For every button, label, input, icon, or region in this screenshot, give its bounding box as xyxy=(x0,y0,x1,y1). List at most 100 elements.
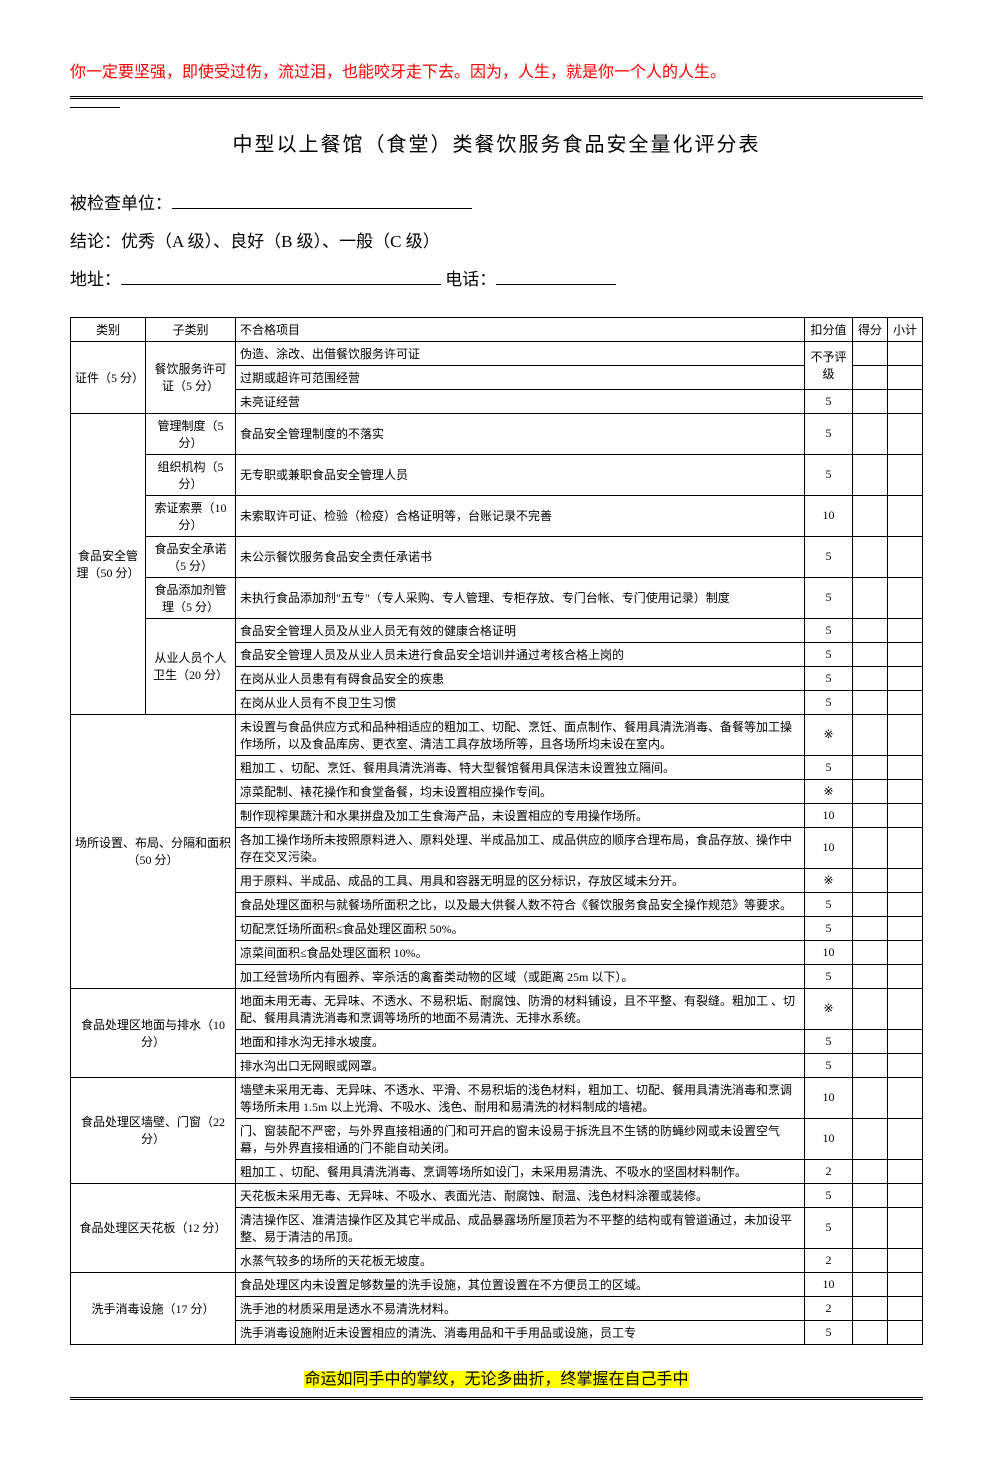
header-subcategory: 子类别 xyxy=(146,317,236,341)
subtotal-cell xyxy=(888,495,923,536)
subtotal-cell xyxy=(888,389,923,413)
score-cell xyxy=(853,666,888,690)
cat7-r1-penalty: 10 xyxy=(805,1272,853,1296)
cat3-r4-penalty: 10 xyxy=(805,803,853,827)
cat2-sub4-penalty: 5 xyxy=(805,536,853,577)
cat2-sub3-name: 索证索票（10 分） xyxy=(146,495,236,536)
cat5-name: 食品处理区墙壁、门窗（22 分） xyxy=(71,1077,236,1183)
score-cell xyxy=(853,1272,888,1296)
cat1-r3-item: 未亮证经营 xyxy=(236,389,805,413)
table-row: 食品安全承诺（5 分） 未公示餐饮服务食品安全责任承诺书 5 xyxy=(71,536,923,577)
subtotal-cell xyxy=(888,1296,923,1320)
cat3-r5-penalty: 10 xyxy=(805,827,853,868)
cat2-sub6-name: 从业人员个人卫生（20 分） xyxy=(146,618,236,714)
cat5-r2-item: 门、窗装配不严密，与外界直接相通的门和可开启的窗未设易于拆洗且不生锈的防蝇纱网或… xyxy=(236,1118,805,1159)
cat3-name: 场所设置、布局、分隔和面积（50 分） xyxy=(71,714,236,988)
score-cell xyxy=(853,642,888,666)
phone-value xyxy=(496,268,616,285)
unit-value xyxy=(172,192,472,209)
score-cell xyxy=(853,988,888,1029)
subtotal-cell xyxy=(888,1029,923,1053)
header-quote: 你一定要坚强，即使受过伤，流过泪，也能咬牙走下去。因为，人生，就是你一个人的人生… xyxy=(70,60,923,86)
cat6-r1-penalty: 5 xyxy=(805,1183,853,1207)
score-cell xyxy=(853,690,888,714)
cat2-sub6-r2-penalty: 5 xyxy=(805,642,853,666)
subtotal-cell xyxy=(888,454,923,495)
score-cell xyxy=(853,454,888,495)
cat3-r2-item: 粗加工 、切配、烹饪、餐用具清洗消毒、特大型餐馆餐用具保洁未设置独立隔间。 xyxy=(236,755,805,779)
score-cell xyxy=(853,536,888,577)
table-row: 证件（5 分） 餐饮服务许可证（5 分） 伪造、涂改、出借餐饮服务许可证 不予评… xyxy=(71,341,923,365)
cat3-r10-item: 加工经营场所内有圈养、宰杀活的禽畜类动物的区域（或距离 25m 以下）。 xyxy=(236,964,805,988)
cat4-r3-penalty: 5 xyxy=(805,1053,853,1077)
cat3-r9-penalty: 10 xyxy=(805,940,853,964)
subtotal-cell xyxy=(888,1159,923,1183)
score-cell xyxy=(853,755,888,779)
subtotal-cell xyxy=(888,1207,923,1248)
cat2-name: 食品安全管理（50 分） xyxy=(71,413,146,714)
cat1-r1-item: 伪造、涂改、出借餐饮服务许可证 xyxy=(236,341,805,365)
cat4-r1-penalty: ※ xyxy=(805,988,853,1029)
address-label: 地址： xyxy=(70,270,121,289)
cat1-name: 证件（5 分） xyxy=(71,341,146,413)
table-header-row: 类别 子类别 不合格项目 扣分值 得分 小计 xyxy=(71,317,923,341)
subtotal-cell xyxy=(888,892,923,916)
cat6-r2-penalty: 5 xyxy=(805,1207,853,1248)
header-penalty: 扣分值 xyxy=(805,317,853,341)
cat3-r6-penalty: ※ xyxy=(805,868,853,892)
cat2-sub5-penalty: 5 xyxy=(805,577,853,618)
table-row: 洗手消毒设施（17 分） 食品处理区内未设置足够数量的洗手设施，其位置设置在不方… xyxy=(71,1272,923,1296)
cat1-sub1: 餐饮服务许可证（5 分） xyxy=(146,341,236,413)
cat3-r6-item: 用于原料、半成品、成品的工具、用具和容器无明显的区分标识，存放区域未分开。 xyxy=(236,868,805,892)
subtotal-cell xyxy=(888,1053,923,1077)
cat4-r3-item: 排水沟出口无网眼或网罩。 xyxy=(236,1053,805,1077)
score-cell xyxy=(853,827,888,868)
score-cell xyxy=(853,1320,888,1344)
header-item: 不合格项目 xyxy=(236,317,805,341)
subtotal-cell xyxy=(888,755,923,779)
cat6-r1-item: 天花板未采用无毒、无异味、不吸水、表面光洁、耐腐蚀、耐温、浅色材料涂覆或装修。 xyxy=(236,1183,805,1207)
score-cell xyxy=(853,1077,888,1118)
cat3-r3-penalty: ※ xyxy=(805,779,853,803)
score-cell xyxy=(853,714,888,755)
table-row: 索证索票（10 分） 未索取许可证、检验（检疫）合格证明等，台账记录不完善 10 xyxy=(71,495,923,536)
score-cell xyxy=(853,1183,888,1207)
score-cell xyxy=(853,868,888,892)
cat2-sub2-item: 无专职或兼职食品安全管理人员 xyxy=(236,454,805,495)
conclusion-label: 结论：优秀（A 级）、良好（B 级）、一般（C 级） xyxy=(70,232,440,251)
score-cell xyxy=(853,940,888,964)
cat2-sub6-r2-item: 食品安全管理人员及从业人员未进行食品安全培训并通过考核合格上岗的 xyxy=(236,642,805,666)
subtotal-cell xyxy=(888,666,923,690)
cat7-r1-item: 食品处理区内未设置足够数量的洗手设施，其位置设置在不方便员工的区域。 xyxy=(236,1272,805,1296)
cat3-r5-item: 各加工操作场所未按照原料进入、原料处理、半成品加工、成品供应的顺序合理布局，食品… xyxy=(236,827,805,868)
cat2-sub1-item: 食品安全管理制度的不落实 xyxy=(236,413,805,454)
table-row: 食品处理区墙壁、门窗（22 分） 墙壁未采用无毒、无异味、不透水、平滑、不易积垢… xyxy=(71,1077,923,1118)
cat5-r3-item: 粗加工 、切配、餐用具清洗消毒、烹调等场所如设门，未采用易清洗、不吸水的坚固材料… xyxy=(236,1159,805,1183)
cat2-sub5-name: 食品添加剂管理（5 分） xyxy=(146,577,236,618)
header-category: 类别 xyxy=(71,317,146,341)
cat4-r1-item: 地面未用无毒、无异味、不透水、不易积垢、耐腐蚀、防滑的材料铺设，且不平整、有裂缝… xyxy=(236,988,805,1029)
subtotal-cell xyxy=(888,803,923,827)
cat2-sub1-penalty: 5 xyxy=(805,413,853,454)
subtotal-cell xyxy=(888,916,923,940)
table-row: 场所设置、布局、分隔和面积（50 分） 未设置与食品供应方式和品种相适应的粗加工… xyxy=(71,714,923,755)
subtotal-cell xyxy=(888,413,923,454)
score-cell xyxy=(853,803,888,827)
cat3-r10-penalty: 5 xyxy=(805,964,853,988)
cat3-r7-penalty: 5 xyxy=(805,892,853,916)
cat2-sub3-item: 未索取许可证、检验（检疫）合格证明等，台账记录不完善 xyxy=(236,495,805,536)
subtotal-cell xyxy=(888,964,923,988)
cat2-sub6-r3-item: 在岗从业人员患有有碍食品安全的疾患 xyxy=(236,666,805,690)
score-cell xyxy=(853,341,888,365)
cat4-r2-item: 地面和排水沟无排水坡度。 xyxy=(236,1029,805,1053)
divider-bottom xyxy=(70,1397,923,1400)
cat3-r9-item: 凉菜间面积≤食品处理区面积 10%。 xyxy=(236,940,805,964)
subtotal-cell xyxy=(888,341,923,365)
table-row: 食品处理区地面与排水（10 分） 地面未用无毒、无异味、不透水、不易积垢、耐腐蚀… xyxy=(71,988,923,1029)
score-cell xyxy=(853,413,888,454)
cat2-sub2-penalty: 5 xyxy=(805,454,853,495)
cat3-r7-item: 食品处理区面积与就餐场所面积之比，以及最大供餐人数不符合《餐饮服务食品安全操作规… xyxy=(236,892,805,916)
footer-quote: 命运如同手中的掌纹，无论多曲折，终掌握在自己手中 xyxy=(70,1365,923,1389)
table-row: 食品安全管理（50 分） 管理制度（5 分） 食品安全管理制度的不落实 5 xyxy=(71,413,923,454)
unit-label: 被检查单位： xyxy=(70,194,172,213)
